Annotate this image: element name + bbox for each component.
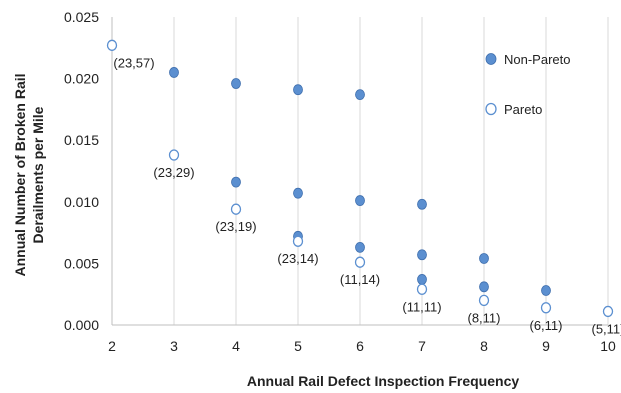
y-tick-label: 0.000 <box>64 317 99 333</box>
legend-marker-non-pareto <box>485 53 497 65</box>
pareto-point-label: (8,11) <box>468 310 501 325</box>
x-tick-labels: 2 3 4 5 6 7 8 9 10 <box>108 338 616 354</box>
y-axis-title-line-2: Derailments per Mile <box>30 106 46 243</box>
non-pareto-point <box>479 281 489 293</box>
legend-label-pareto: Pareto <box>504 102 542 117</box>
non-pareto-point <box>417 274 427 285</box>
x-tick-label: 8 <box>480 338 488 354</box>
data-points <box>106 39 614 318</box>
y-tick-label: 0.015 <box>64 132 99 148</box>
non-pareto-point <box>169 67 179 78</box>
pareto-point-label: (5,11) <box>592 321 621 336</box>
non-pareto-point <box>417 198 427 210</box>
pareto-point <box>416 283 428 295</box>
non-pareto-point <box>417 249 427 261</box>
legend: Non-Pareto Pareto <box>485 52 570 117</box>
pareto-point-label: (23,14) <box>277 251 318 266</box>
pareto-point-label: (11,11) <box>402 299 441 314</box>
pareto-point-label: (23,19) <box>215 219 256 234</box>
non-pareto-point <box>293 84 303 96</box>
x-tick-label: 6 <box>356 338 364 354</box>
legend-label-non-pareto: Non-Pareto <box>504 52 570 67</box>
y-tick-label: 0.025 <box>64 9 99 25</box>
legend-marker-pareto <box>485 102 497 116</box>
pareto-point-label: (6,11) <box>530 318 563 333</box>
pareto-point-label: (23,57) <box>113 55 154 70</box>
non-pareto-point <box>293 187 303 199</box>
y-tick-label: 0.020 <box>64 71 99 87</box>
y-tick-label: 0.005 <box>64 255 99 271</box>
non-pareto-point <box>355 241 365 253</box>
x-tick-label: 2 <box>108 338 116 354</box>
pareto-point <box>230 203 242 215</box>
y-tick-labels: 0.000 0.005 0.010 0.015 0.020 0.025 <box>64 9 99 333</box>
x-tick-label: 3 <box>170 338 178 354</box>
pareto-point <box>602 305 614 318</box>
pareto-point <box>478 294 490 307</box>
x-axis-title: Annual Rail Defect Inspection Frequency <box>247 373 519 389</box>
y-axis-title: Annual Number of Broken Rail Derailments… <box>12 73 46 276</box>
pareto-point-label: (23,29) <box>153 165 194 180</box>
axes <box>111 17 608 326</box>
legend-item-pareto: Pareto <box>485 102 542 117</box>
x-tick-label: 9 <box>542 338 550 354</box>
pareto-point <box>540 302 552 314</box>
non-pareto-point <box>231 176 241 188</box>
non-pareto-point <box>231 78 241 89</box>
legend-item-non-pareto: Non-Pareto <box>485 52 570 67</box>
x-tick-label: 5 <box>294 338 302 354</box>
x-tick-label: 7 <box>418 338 426 354</box>
non-pareto-point <box>355 195 365 206</box>
y-axis-title-line-1: Annual Number of Broken Rail <box>12 73 28 276</box>
non-pareto-point <box>541 285 551 296</box>
pareto-point <box>106 39 118 51</box>
pareto-point <box>292 235 304 247</box>
x-tick-label: 10 <box>600 338 616 354</box>
non-pareto-point <box>355 89 365 101</box>
non-pareto-point <box>479 253 489 264</box>
y-tick-label: 0.010 <box>64 194 99 210</box>
pareto-point <box>168 149 180 161</box>
gridlines <box>173 17 609 325</box>
pareto-point-label: (11,14) <box>340 272 380 287</box>
pareto-point <box>354 256 366 268</box>
point-labels: (23,57) (23,29) (23,19) (23,14) (11,14) (11,1… <box>113 55 621 336</box>
x-tick-label: 4 <box>232 338 240 354</box>
